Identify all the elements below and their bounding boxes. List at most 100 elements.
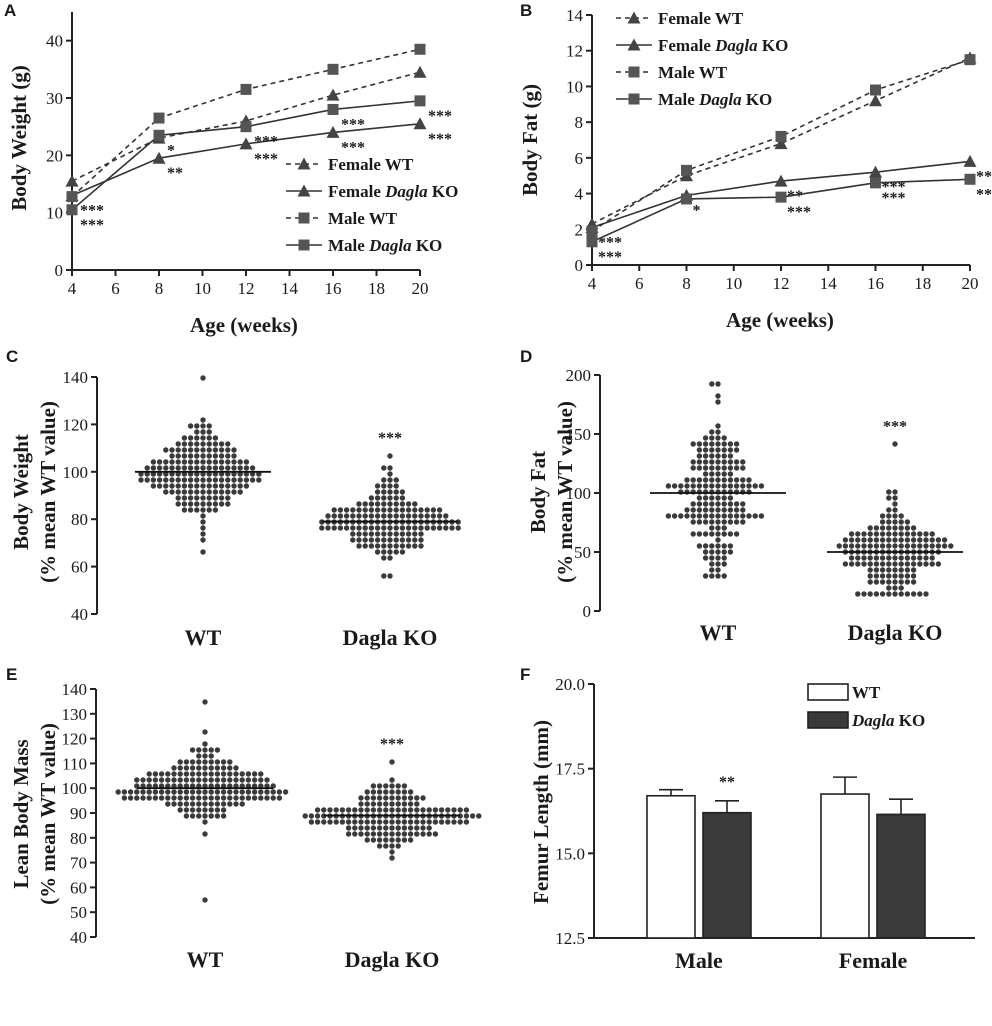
panel-c-data-point	[368, 537, 375, 543]
panel-c-data-point	[374, 507, 381, 513]
panel-d-data-point	[721, 459, 727, 465]
panel-b-point	[774, 137, 788, 150]
panel-c-data-point	[206, 423, 212, 429]
panel-e-data-point	[208, 765, 214, 771]
panel-c-data-point	[175, 501, 181, 507]
panel-d-data-point	[715, 381, 721, 387]
panel-d-data-point	[727, 543, 734, 549]
panel-c-data-point	[337, 525, 344, 531]
panel-e-data-point	[196, 759, 202, 765]
panel-e-data-point	[407, 795, 414, 801]
panel-e-data-point	[233, 801, 239, 807]
panel-d-data-point	[873, 525, 880, 531]
panel-a-point	[65, 174, 79, 187]
panel-d-data-point	[702, 555, 709, 561]
panel-d-data-point	[752, 483, 758, 489]
panel-c-data-point	[455, 519, 461, 525]
panel-e-data-point	[302, 813, 308, 819]
panel-d-data-point	[898, 531, 904, 537]
panel-d-data-point	[702, 459, 709, 465]
panel-c-data-point	[225, 441, 231, 447]
panel-c-data-point	[387, 543, 393, 549]
panel-b-x-axis-title: Age (weeks)	[726, 308, 834, 332]
panel-d-data-point	[690, 477, 696, 483]
panel-d-data-point	[898, 573, 904, 579]
panel-d-data-point	[917, 531, 923, 537]
panel-d-data-point	[923, 537, 929, 543]
panel-d-data-point	[855, 591, 861, 597]
panel-e-data-point	[208, 753, 214, 759]
panel-e-data-point	[146, 795, 152, 801]
panel-c-data-point	[194, 465, 200, 471]
panel-e-data-point	[401, 831, 408, 837]
panel-b-y-tick-label: 2	[575, 220, 584, 239]
panel-e-data-point	[239, 801, 245, 807]
panel-e-data-point	[327, 819, 333, 825]
panel-c-data-point	[405, 507, 412, 513]
panel-c-data-point	[169, 477, 175, 483]
panel-c-data-point	[337, 513, 344, 519]
panel-e-data-point	[321, 819, 327, 825]
panel-f-y-axis-title-line: Femur Length (mm)	[529, 720, 553, 904]
panel-c-data-point	[175, 489, 181, 495]
panel-d-data-point	[910, 525, 917, 531]
panel-d-data-point	[702, 543, 709, 549]
panel-e-data-point	[414, 825, 420, 831]
panel-c-data-point	[194, 447, 200, 453]
panel-e-data-point	[208, 801, 214, 807]
panel-d-data-point	[910, 573, 917, 579]
panel-e-data-point	[345, 807, 352, 813]
panel-d-data-point	[740, 513, 746, 519]
panel-a-significance-mark: ***	[428, 108, 452, 125]
panel-e-data-point	[196, 765, 202, 771]
panel-c-data-point	[368, 525, 375, 531]
panel-e-data-point	[383, 825, 389, 831]
panel-b-significance-mark: ***	[598, 249, 622, 266]
panel-e-data-point	[469, 813, 476, 819]
panel-e-data-point	[227, 759, 233, 765]
panel-e-data-point	[414, 795, 420, 801]
panel-e-data-point	[376, 831, 383, 837]
panel-d-data-point	[684, 507, 690, 513]
panel-d-data-point	[892, 519, 898, 525]
panel-a-legend-marker	[298, 212, 310, 224]
panel-e-data-point	[264, 795, 270, 801]
panel-c-data-point	[200, 435, 206, 441]
panel-a-point	[326, 125, 340, 138]
panel-e-data-point	[214, 759, 221, 765]
legend-text: WT	[699, 63, 728, 82]
panel-e-data-point	[171, 771, 177, 777]
panel-c-data-point	[206, 447, 212, 453]
panel-e-data-point	[276, 789, 283, 795]
panel-d-data-point	[702, 483, 709, 489]
panel-d-data-point	[721, 435, 727, 441]
panel-c-data-point	[325, 525, 331, 531]
panel-e-data-point	[389, 837, 395, 843]
panel-e-y-tick-label: 80	[70, 829, 87, 848]
panel-d-data-point	[684, 477, 690, 483]
panel-e-data-point	[395, 801, 401, 807]
panel-e-data-point	[227, 795, 233, 801]
panel-e-data-point	[383, 807, 389, 813]
legend-italic-text: Dagla	[368, 236, 412, 255]
panel-b-series-line-2	[591, 58, 971, 232]
panel-c-data-point	[374, 501, 381, 507]
panel-c-data-point	[393, 483, 399, 489]
panel-d-data-point	[879, 525, 886, 531]
panel-c-data-point	[356, 501, 362, 507]
panel-b-legend-label: Female Dagla KO	[658, 36, 788, 55]
panel-c-data-point	[206, 441, 212, 447]
panel-d-data-point	[892, 573, 898, 579]
panel-e-data-point	[258, 795, 264, 801]
panel-c-data-point	[194, 489, 200, 495]
panel-e-y-tick-label: 70	[70, 854, 87, 873]
panel-d-data-point	[892, 513, 898, 519]
panel-c-data-point	[374, 549, 381, 555]
panel-c-data-point	[237, 465, 243, 471]
legend-text: KO	[758, 36, 789, 55]
panel-c-data-point	[393, 501, 399, 507]
panel-c-data-point	[249, 465, 256, 471]
panel-d-data-point	[892, 585, 898, 591]
panel-c-data-point	[212, 507, 219, 513]
panel-d-data-point	[702, 507, 709, 513]
